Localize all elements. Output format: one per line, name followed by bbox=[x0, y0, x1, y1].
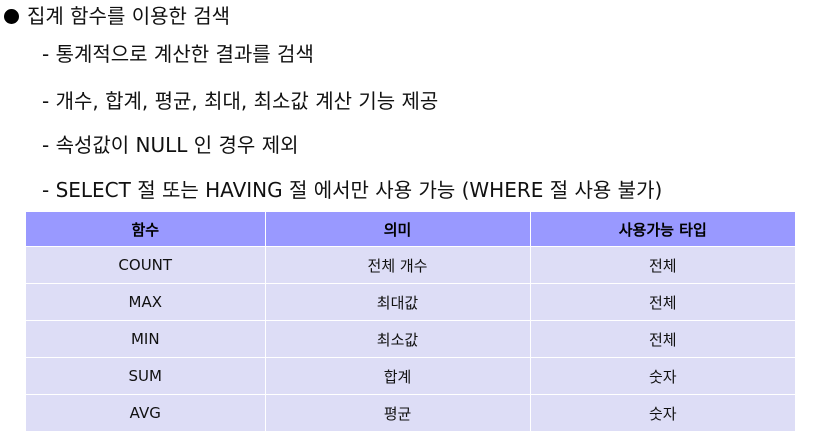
list-item: - 통계적으로 계산한 결과를 검색 bbox=[42, 40, 314, 68]
column-header-type: 사용가능 타입 bbox=[530, 212, 795, 247]
column-header-meaning: 의미 bbox=[265, 212, 531, 247]
table-header-row: 함수 의미 사용가능 타입 bbox=[26, 212, 795, 247]
list-item: - 개수, 합계, 평균, 최대, 최소값 계산 기능 제공 bbox=[42, 87, 438, 115]
type-cell: 숫자 bbox=[530, 357, 795, 395]
meaning-cell: 최소값 bbox=[265, 320, 531, 358]
function-cell: SUM bbox=[26, 357, 266, 395]
function-cell: AVG bbox=[26, 394, 266, 432]
table-row: AVG 평균 숫자 bbox=[26, 394, 795, 432]
type-cell: 전체 bbox=[530, 283, 795, 321]
table-row: SUM 합계 숫자 bbox=[26, 357, 795, 395]
table-row: MIN 최소값 전체 bbox=[26, 320, 795, 358]
list-item-text: - 개수, 합계, 평균, 최대, 최소값 계산 기능 제공 bbox=[42, 89, 439, 113]
type-cell: 전체 bbox=[530, 246, 795, 284]
list-item: - SELECT 절 또는 HAVING 절 에서만 사용 가능 (WHERE … bbox=[42, 176, 662, 204]
function-cell: COUNT bbox=[26, 246, 266, 284]
table-row: COUNT 전체 개수 전체 bbox=[26, 246, 795, 284]
bullet-icon bbox=[4, 8, 19, 24]
type-cell: 전체 bbox=[530, 320, 795, 358]
list-item-text: - 속성값이 NULL 인 경우 제외 bbox=[42, 133, 299, 157]
function-cell: MAX bbox=[26, 283, 266, 321]
meaning-cell: 최대값 bbox=[265, 283, 531, 321]
list-item-text: - SELECT 절 또는 HAVING 절 에서만 사용 가능 (WHERE … bbox=[42, 178, 663, 202]
function-cell: MIN bbox=[26, 320, 266, 358]
heading-text: 집계 함수를 이용한 검색 bbox=[27, 4, 231, 28]
column-header-function: 함수 bbox=[26, 212, 266, 247]
meaning-cell: 합계 bbox=[265, 357, 531, 395]
list-item-text: - 통계적으로 계산한 결과를 검색 bbox=[42, 42, 314, 66]
section-heading: 집계 함수를 이용한 검색 bbox=[4, 2, 230, 30]
table-row: MAX 최대값 전체 bbox=[26, 283, 795, 321]
aggregate-function-table: 함수 의미 사용가능 타입 COUNT 전체 개수 전체 MAX 최대값 전체 … bbox=[26, 212, 795, 432]
type-cell: 숫자 bbox=[530, 394, 795, 432]
list-item: - 속성값이 NULL 인 경우 제외 bbox=[42, 131, 299, 159]
meaning-cell: 전체 개수 bbox=[265, 246, 531, 284]
meaning-cell: 평균 bbox=[265, 394, 531, 432]
